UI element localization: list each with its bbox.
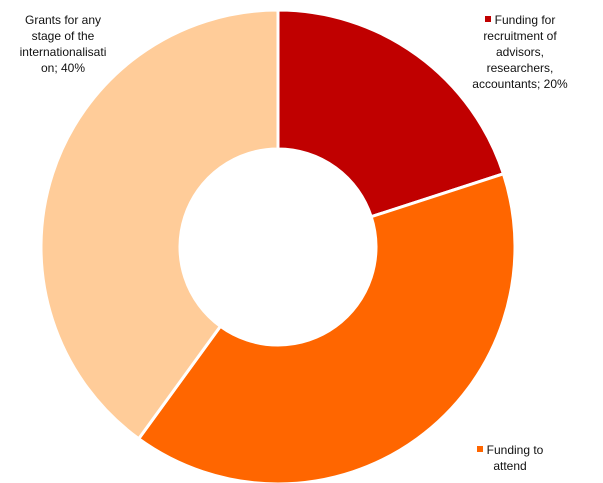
slice-label-line: advisors, bbox=[495, 45, 545, 59]
slice-label-line: recruitment of bbox=[483, 29, 557, 43]
slice-label-line: on; 40% bbox=[40, 61, 86, 75]
donut-slice-1 bbox=[136, 171, 517, 483]
slice-label-line: Funding to bbox=[440, 442, 580, 458]
slice-label-line: attend bbox=[493, 459, 527, 473]
slice-label-line: researchers, bbox=[486, 61, 554, 75]
slice-label-line: Grants for any bbox=[24, 13, 102, 27]
donut-slice-2 bbox=[39, 8, 280, 441]
slice-label-line: accountants; 20% bbox=[472, 77, 568, 91]
slice-label-grants: Grants for any stage of the internationa… bbox=[2, 12, 124, 76]
legend-marker bbox=[476, 446, 483, 452]
slice-label-line: Funding for bbox=[440, 12, 600, 28]
donut-slice-0 bbox=[276, 8, 506, 219]
slice-label-recruitment-funding: Funding for recruitment of advisors, res… bbox=[440, 12, 600, 92]
legend-marker bbox=[484, 16, 491, 22]
slice-label-line: internationalisati bbox=[19, 45, 107, 59]
slice-label-line: stage of the bbox=[31, 29, 95, 43]
slice-label-attend-funding: Funding to attend bbox=[440, 442, 580, 474]
